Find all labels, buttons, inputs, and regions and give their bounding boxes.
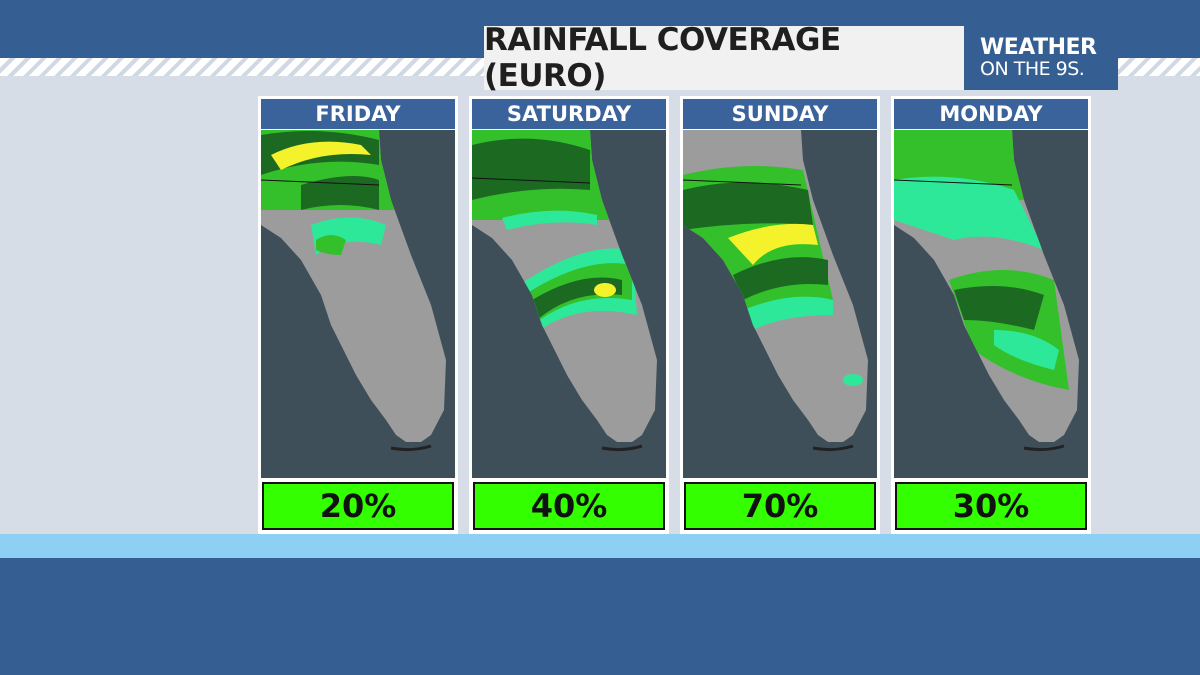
coverage-percent: 20% <box>262 482 454 530</box>
graphic-title: RAINFALL COVERAGE (EURO) <box>484 22 841 94</box>
day-label: FRIDAY <box>261 99 455 129</box>
rain-map-sunday <box>683 130 868 452</box>
coverage-percent: 30% <box>895 482 1087 530</box>
day-label: MONDAY <box>894 99 1088 129</box>
florida-rain-map <box>894 130 1088 478</box>
forecast-panel-sunday: SUNDAY 70% <box>680 96 880 534</box>
logo-line-2: ON THE 9S. <box>980 58 1085 80</box>
rain-map-monday <box>894 130 1079 452</box>
florida-rain-map <box>472 130 666 478</box>
bottom-banner <box>0 558 1200 675</box>
day-label: SATURDAY <box>472 99 666 129</box>
forecast-panel-monday: MONDAY 30% <box>891 96 1091 534</box>
florida-rain-map <box>261 130 455 478</box>
coverage-percent: 40% <box>473 482 665 530</box>
title-box: RAINFALL COVERAGE (EURO) <box>484 22 964 94</box>
rain-map-friday <box>261 130 446 452</box>
day-label: SUNDAY <box>683 99 877 129</box>
station-logo: WEATHER ON THE 9S. <box>964 26 1118 90</box>
florida-rain-map <box>683 130 877 478</box>
rain-map-saturday <box>472 130 657 452</box>
coverage-percent: 70% <box>684 482 876 530</box>
forecast-panel-saturday: SATURDAY 40% <box>469 96 669 534</box>
logo-line-1: WEATHER <box>980 35 1097 60</box>
forecast-panel-friday: FRIDAY 20% <box>258 96 458 534</box>
light-blue-stripe <box>0 534 1200 558</box>
